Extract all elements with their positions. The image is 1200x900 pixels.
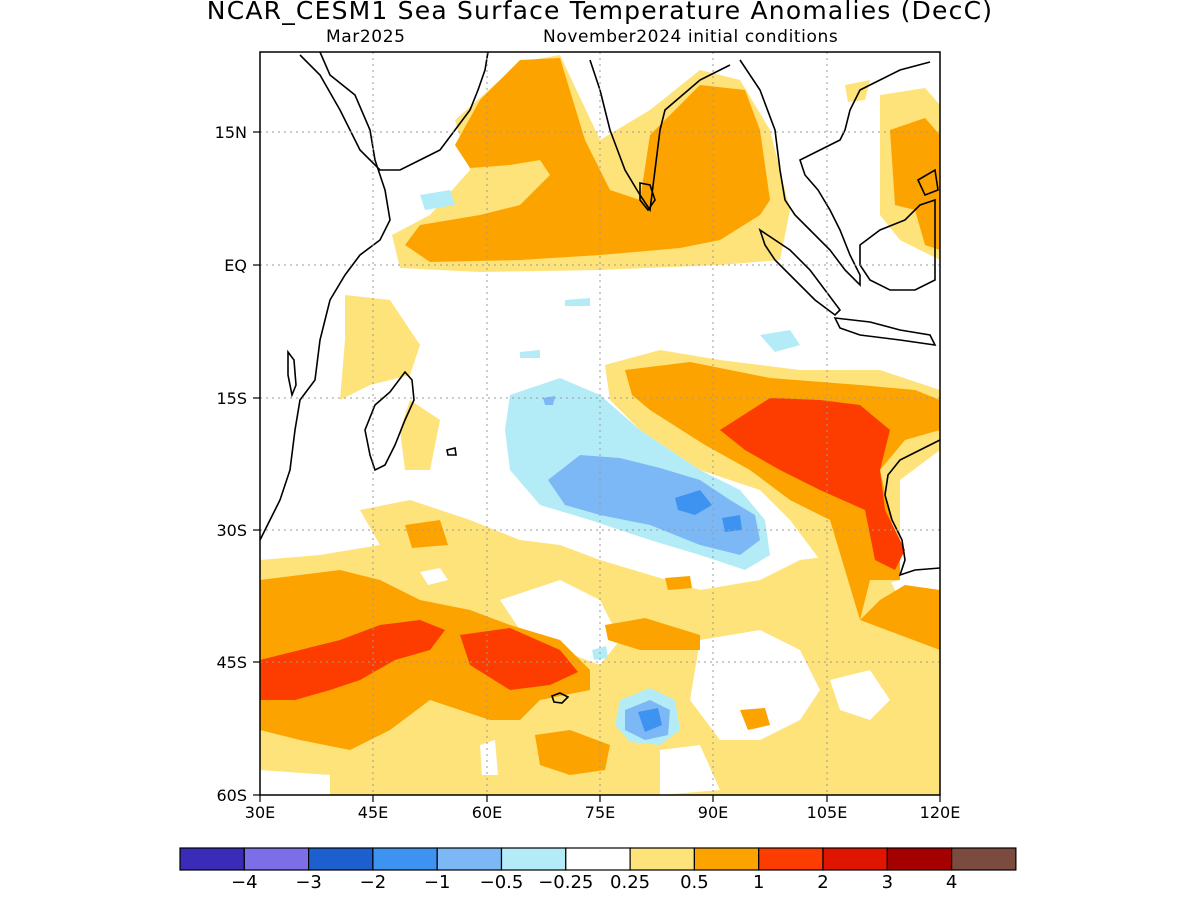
colorbar-swatch: [565, 847, 631, 871]
colorbar-tick-label: 4: [946, 872, 957, 893]
x-tick-label: 60E: [472, 803, 502, 822]
colorbar-swatch: [629, 847, 695, 871]
colorbar-swatch: [243, 847, 310, 871]
axis-ticks: [253, 131, 941, 802]
x-tick-labels: 30E 45E 60E 75E 90E 105E 120E: [245, 803, 961, 822]
colorbar-tick-label: −2: [360, 872, 387, 893]
x-tick-label: 75E: [585, 803, 615, 822]
gridlines: [260, 52, 940, 795]
colorbar-swatch: [886, 847, 953, 871]
x-tick-label: 105E: [807, 803, 848, 822]
colorbar-swatch: [950, 847, 1017, 871]
colorbar-swatch: [179, 847, 245, 871]
coastlines: [260, 52, 940, 704]
anomaly-strong-cool: [638, 490, 742, 732]
colorbar-swatch: [693, 847, 760, 871]
colorbar-swatch: [436, 847, 503, 871]
colorbar-tick-label: 0.5: [680, 872, 709, 893]
map-title: NCAR_CESM1 Sea Surface Temperature Anoma…: [206, 0, 994, 25]
x-tick-label: 90E: [698, 803, 728, 822]
y-tick-label: 60S: [216, 786, 247, 805]
colorbar-tick-label: −0.25: [538, 872, 593, 893]
colorbar-swatch: [372, 847, 438, 871]
colorbar-tick-label: 0.25: [610, 872, 650, 893]
anomaly-strong-warm: [260, 398, 905, 700]
colorbar-tick-label: 3: [882, 872, 893, 893]
y-tick-labels: 15N EQ 15S 30S 45S 60S: [215, 123, 247, 805]
y-tick-label: 30S: [216, 521, 247, 540]
colorbar-swatch: [758, 847, 824, 871]
colorbar-tick-label: −0.5: [480, 872, 524, 893]
colorbar: [179, 847, 1017, 871]
colorbar-swatch: [822, 847, 888, 871]
forecast-month: Mar2025: [326, 27, 406, 47]
colorbar-tick-label: −4: [231, 872, 258, 893]
y-tick-label: 15S: [216, 389, 247, 408]
colorbar-swatch: [500, 847, 567, 871]
colorbar-tick-label: −1: [424, 872, 451, 893]
x-tick-label: 45E: [358, 803, 388, 822]
colorbar-labels: −4 −3 −2 −1 −0.5 −0.25 0.25 0.5 1 2 3 4: [231, 872, 957, 893]
x-tick-label: 30E: [245, 803, 275, 822]
colorbar-tick-label: 1: [753, 872, 764, 893]
colorbar-swatch: [308, 847, 374, 871]
y-tick-label: 15N: [215, 123, 247, 142]
y-tick-label: 45S: [216, 653, 247, 672]
x-tick-label: 120E: [920, 803, 961, 822]
y-tick-label: EQ: [224, 256, 247, 275]
colorbar-tick-label: 2: [817, 872, 828, 893]
colorbar-tick-label: −3: [295, 872, 322, 893]
anomaly-neutral: [260, 568, 890, 795]
initial-conditions-label: November2024 initial conditions: [543, 27, 839, 47]
